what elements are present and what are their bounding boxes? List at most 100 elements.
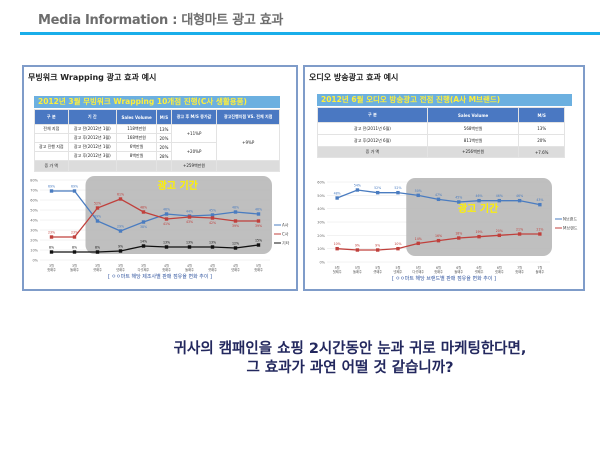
y-tick-label: 50% <box>317 194 325 198</box>
data-label: 39% <box>232 224 239 228</box>
series-line-기타 <box>51 244 259 253</box>
data-label: 29% <box>117 225 124 229</box>
x-tick-label: 둘째주 <box>70 267 79 272</box>
data-label: 9% <box>375 244 380 248</box>
data-point <box>210 213 215 217</box>
data-label: 43% <box>186 220 193 224</box>
y-tick-label: 20% <box>317 234 325 238</box>
right-line-chart: 0%10%20%30%40%50%60%광고 기간5월첫째주5월둘째주5월셋째주… <box>317 178 578 274</box>
x-tick-label: 넷째주 <box>231 267 240 272</box>
data-label: 45% <box>455 196 462 200</box>
x-tick-label: 셋째주 <box>475 269 484 274</box>
data-point <box>538 202 542 207</box>
series-line-A사 <box>51 190 259 232</box>
data-label: 9% <box>118 245 123 249</box>
data-point <box>187 215 192 219</box>
data-label: 13% <box>209 241 216 245</box>
data-point <box>233 210 238 214</box>
data-label: 18% <box>455 232 462 236</box>
x-tick-label: 둘째주 <box>185 267 194 272</box>
data-label: 69% <box>48 185 55 189</box>
closing-question: 귀사의 캠패인을 쇼핑 2시간동안 눈과 귀로 마케팅한다면, 그 효과가 과연… <box>0 340 600 378</box>
x-tick-label: 첫째주 <box>333 269 342 274</box>
data-point <box>141 210 146 214</box>
y-tick-label: 70% <box>30 189 38 193</box>
table-row: 광고 후(2012년 6월) 811백만원 20% <box>317 134 565 147</box>
x-tick-label: 둘째주 <box>353 269 362 274</box>
data-point <box>187 245 192 249</box>
table-cell: +7.6% <box>518 146 565 158</box>
data-label: 50% <box>415 189 422 193</box>
x-tick-label: 첫째주 <box>515 269 524 274</box>
x-tick-label: 4월 <box>210 263 215 268</box>
data-label: 46% <box>516 194 523 198</box>
data-label: 45% <box>209 209 216 213</box>
x-tick-label: 첫째주 <box>254 267 263 272</box>
data-label: 47% <box>435 193 442 197</box>
y-tick-label: 80% <box>30 179 38 183</box>
data-point <box>141 244 146 248</box>
data-point <box>477 234 481 239</box>
x-tick-label: 6월 <box>436 265 441 270</box>
col-header: 구 분 <box>317 107 428 123</box>
y-tick-label: 0% <box>319 261 325 265</box>
data-label: 48% <box>140 206 147 210</box>
legend-label: 기타 <box>282 240 290 246</box>
data-point <box>233 219 238 223</box>
data-point <box>355 188 360 192</box>
x-tick-label: 넷째주 <box>495 269 504 274</box>
data-point <box>72 250 77 254</box>
data-point <box>233 246 238 250</box>
data-point <box>538 232 542 236</box>
data-point <box>436 238 441 243</box>
y-tick-label: 40% <box>30 219 38 223</box>
data-label: 48% <box>334 192 341 196</box>
y-tick-label: 40% <box>317 207 325 211</box>
data-point <box>49 235 54 239</box>
x-tick-label: 5월 <box>355 265 360 270</box>
data-point <box>517 198 522 203</box>
data-label: 39% <box>94 215 101 219</box>
table-cell: +259백만원 <box>170 160 218 172</box>
table-cell: 증 가 액 <box>317 146 428 158</box>
data-point <box>95 250 100 254</box>
data-label: 8% <box>95 246 100 250</box>
chart-caption: [ ㅇㅇ마트 해당 제조사별 판매 점유율 변화 추이 ] <box>107 274 213 280</box>
data-point <box>497 198 502 203</box>
x-tick-label: 6월 <box>456 265 461 270</box>
table-cell: 증 가 액 <box>34 160 69 172</box>
x-tick-label: 셋째주 <box>93 267 102 272</box>
y-tick-label: 20% <box>30 239 38 243</box>
data-point <box>72 235 77 239</box>
data-point <box>335 196 339 200</box>
data-point <box>335 246 339 251</box>
data-label: 13% <box>186 241 193 245</box>
moving-walk-panel: 무빙워크 Wrapping 광고 효과 예시 2012년 3월 무빙워크 Wra… <box>22 65 298 291</box>
data-label: 16% <box>435 234 442 238</box>
data-label: 42% <box>209 221 216 225</box>
data-point <box>49 189 54 193</box>
data-point <box>164 245 169 249</box>
data-label: 15% <box>255 239 262 243</box>
data-point <box>164 217 169 221</box>
data-label: 14% <box>140 240 147 244</box>
table-cell: +9%P <box>216 124 280 161</box>
x-tick-label: 다섯째주 <box>138 267 150 272</box>
x-tick-label: 둘째주 <box>535 269 544 274</box>
page-title: Media Information : 대형마트 광고 효과 <box>38 13 284 28</box>
data-point <box>457 236 461 240</box>
x-tick-label: 4월 <box>164 263 169 268</box>
y-tick-label: 0% <box>32 259 38 263</box>
data-label: 12% <box>232 242 239 246</box>
data-point <box>141 220 146 224</box>
data-label: 52% <box>394 186 401 190</box>
ad-period-label: 광고 기간 <box>458 202 499 215</box>
data-point <box>95 206 100 210</box>
y-tick-label: 30% <box>317 221 325 225</box>
data-label: 44% <box>186 210 193 214</box>
x-tick-label: 3월 <box>141 263 146 268</box>
audio-ad-panel: 오디오 방송광고 효과 예시 2012년 6월 오디오 방송광고 전점 진행(A… <box>303 65 585 291</box>
data-point <box>497 233 502 238</box>
y-tick-label: 60% <box>30 199 38 203</box>
